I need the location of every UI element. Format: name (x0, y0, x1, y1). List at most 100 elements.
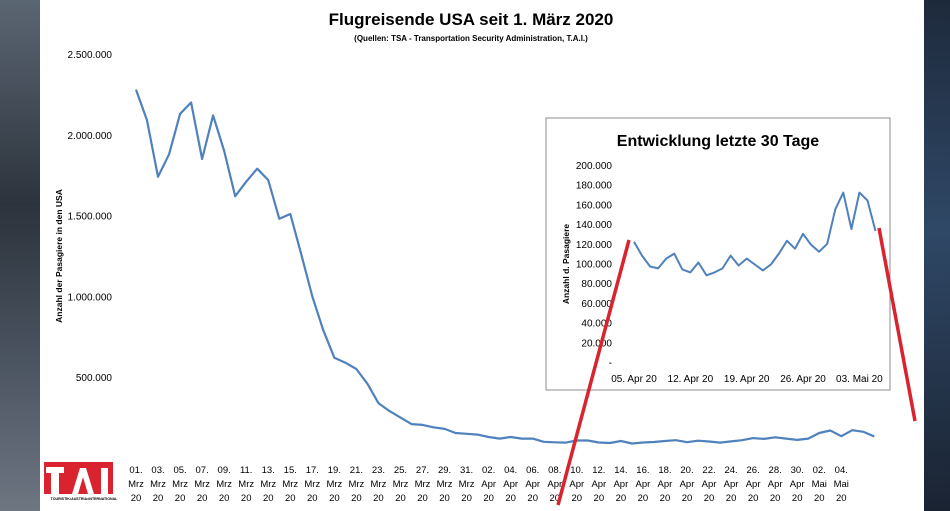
x-tick-label: Apr (547, 479, 562, 490)
x-tick-label: 23. (372, 465, 385, 476)
x-tick-label: Mrz (238, 479, 254, 490)
x-tick-label: Mrz (128, 479, 144, 490)
x-tick-label: 25. (394, 465, 407, 476)
connector-line-right (877, 227, 917, 422)
x-tick-label: Apr (658, 479, 673, 490)
background-photo-right (924, 0, 950, 511)
x-tick-label: 04. (835, 465, 848, 476)
x-tick-label: 20 (594, 493, 605, 504)
x-tick-label: 20 (572, 493, 583, 504)
x-tick-label: 14. (614, 465, 627, 476)
x-tick-label: 20 (197, 493, 208, 504)
x-tick-label: Mrz (393, 479, 409, 490)
x-tick-label: Mrz (459, 479, 475, 490)
inset-chart-title: Entwicklung letzte 30 Tage (617, 133, 820, 150)
x-tick-label: Mrz (326, 479, 342, 490)
x-tick-label: 26. (747, 465, 760, 476)
x-tick-label: Apr (680, 479, 695, 490)
chart-subtitle: (Quellen: TSA - Transportation Security … (354, 34, 588, 43)
x-tick-label: 20 (836, 493, 847, 504)
x-tick-label: 20 (726, 493, 737, 504)
x-tick-label: Mrz (437, 479, 453, 490)
inset-y-tick-label: 180.000 (576, 181, 613, 192)
x-tick-label: 10. (570, 465, 583, 476)
x-tick-label: Mrz (304, 479, 320, 490)
x-tick-label: 20 (263, 493, 274, 504)
inset-y-tick-label: 160.000 (576, 200, 613, 211)
x-tick-label: 21. (350, 465, 363, 476)
x-tick-label: 20 (307, 493, 318, 504)
x-tick-label: 20 (505, 493, 516, 504)
x-tick-label: 20 (439, 493, 450, 504)
x-tick-label: Mrz (371, 479, 387, 490)
logo-caption: TOURISTIK•AUSTRIA•INTERNATIONAL (51, 497, 119, 501)
x-tick-label: 20 (527, 493, 538, 504)
x-tick-label: Apr (481, 479, 496, 490)
x-tick-label: 11. (240, 465, 253, 476)
x-tick-label: 04. (504, 465, 517, 476)
inset-series-line (633, 191, 877, 277)
x-tick-label: 02. (482, 465, 495, 476)
x-tick-label: 06. (526, 465, 539, 476)
x-tick-label: Mrz (150, 479, 166, 490)
x-tick-label: 16. (636, 465, 649, 476)
x-tick-labels: 01. Mrz 20 03. Mrz 20 05. Mrz 20 07. Mrz 20 09. Mrz 20… (128, 465, 849, 504)
inset-chart-frame (545, 117, 891, 391)
x-tick-label: 20 (131, 493, 142, 504)
x-tick-label: 27. (416, 465, 429, 476)
inset-y-axis-label: Anzahl d. Pasagiere (561, 224, 571, 305)
x-tick-label: Apr (613, 479, 628, 490)
inset-y-tick-label: 200.000 (576, 161, 613, 172)
x-tick-label: Mrz (194, 479, 210, 490)
x-tick-label: Apr (790, 479, 805, 490)
x-tick-label: Apr (724, 479, 739, 490)
x-tick-label: 02. (813, 465, 826, 476)
inset-y-tick-label: 100.000 (576, 260, 613, 271)
x-tick-label: Apr (525, 479, 540, 490)
x-tick-label: 01. (129, 465, 142, 476)
x-tick-label: 18. (658, 465, 671, 476)
inset-y-tick-label: - (609, 358, 612, 369)
x-tick-label: 20 (682, 493, 693, 504)
x-tick-label: Apr (591, 479, 606, 490)
x-tick-label: 30. (791, 465, 804, 476)
x-tick-label: Mai (812, 479, 827, 490)
x-tick-label: 08. (548, 465, 561, 476)
x-tick-label: Apr (746, 479, 761, 490)
y-tick-label: 1.000.000 (68, 292, 113, 303)
x-tick-label: 17. (306, 465, 319, 476)
x-tick-label: Mrz (172, 479, 188, 490)
y-tick-labels: 500.000 1.000.000 1.500.000 2.000.000 2.500.… (68, 50, 113, 384)
inset-x-tick-label: 26. Apr 20 (780, 374, 826, 385)
inset-y-tick-label: 120.000 (576, 240, 613, 251)
x-tick-label: Mrz (216, 479, 232, 490)
x-tick-label: 20 (660, 493, 671, 504)
x-tick-label: Apr (569, 479, 584, 490)
x-tick-label: 20 (770, 493, 781, 504)
y-tick-label: 2.500.000 (68, 50, 113, 61)
x-tick-label: 20 (351, 493, 362, 504)
x-tick-label: 20 (814, 493, 825, 504)
x-tick-label: 20 (395, 493, 406, 504)
x-tick-label: 20 (483, 493, 494, 504)
x-tick-label: 28. (769, 465, 782, 476)
x-tick-label: Mrz (260, 479, 276, 490)
inset-x-tick-label: 19. Apr 20 (724, 374, 770, 385)
x-tick-label: 20 (285, 493, 296, 504)
x-tick-label: Mrz (415, 479, 431, 490)
x-tick-label: Apr (503, 479, 518, 490)
x-tick-label: 19. (328, 465, 341, 476)
tai-logo-icon: TOURISTIK•AUSTRIA•INTERNATIONAL (44, 462, 125, 501)
x-tick-label: Apr (636, 479, 651, 490)
x-tick-label: 07. (196, 465, 209, 476)
x-tick-label: 29. (438, 465, 451, 476)
chart-title: Flugreisende USA seit 1. März 2020 (329, 10, 614, 29)
x-tick-label: 20 (792, 493, 803, 504)
x-tick-label: 22. (702, 465, 715, 476)
y-tick-label: 2.000.000 (68, 131, 113, 142)
inset-y-tick-label: 140.000 (576, 220, 613, 231)
x-tick-label: 20 (153, 493, 164, 504)
x-tick-label: 31. (460, 465, 473, 476)
x-tick-label: Apr (702, 479, 717, 490)
inset-y-tick-label: 80.000 (581, 279, 612, 290)
